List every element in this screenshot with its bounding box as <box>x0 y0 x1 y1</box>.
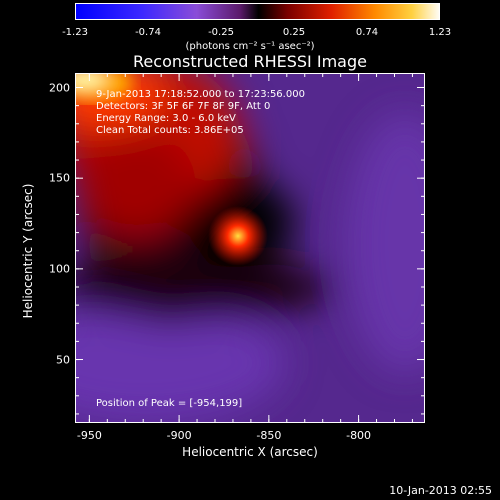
x-tick-label: -850 <box>256 429 282 442</box>
chart-title: Reconstructed RHESSI Image <box>133 52 367 71</box>
y-tick-label: 200 <box>49 81 70 94</box>
info-energy-range: Energy Range: 3.0 - 6.0 keV <box>96 113 236 124</box>
info-detectors: Detectors: 3F 5F 6F 7F 8F 9F, Att 0 <box>96 101 271 112</box>
colorbar-units: (photons cm⁻² s⁻¹ asec⁻²) <box>185 41 315 52</box>
bright-kernel <box>208 206 268 266</box>
x-tick-label: -950 <box>76 429 102 442</box>
colorbar-tick-label: 0.25 <box>282 27 306 38</box>
info-peak-position: Position of Peak = [-954,199] <box>96 398 243 409</box>
timestamp: 10-Jan-2013 02:55 <box>389 484 492 497</box>
x-tick-label: -900 <box>166 429 192 442</box>
colorbar <box>75 3 440 20</box>
y-tick-label: 150 <box>49 171 70 185</box>
colorbar-tick-label: -1.23 <box>62 27 88 38</box>
plot-frame <box>75 73 425 423</box>
y-axis-label: Heliocentric Y (arcsec) <box>21 183 35 319</box>
emission-layer <box>75 73 425 423</box>
colorbar-tick-label: -0.25 <box>208 27 234 38</box>
heatmap-image <box>75 73 425 423</box>
x-axis-label: Heliocentric X (arcsec) <box>182 445 318 459</box>
y-tick-label: 50 <box>56 353 70 367</box>
y-tick-label: 100 <box>49 262 70 276</box>
colorbar-tick-label: -0.74 <box>135 27 161 38</box>
info-clean-counts: Clean Total counts: 3.86E+05 <box>96 125 244 136</box>
colorbar-tick-label: 1.23 <box>428 27 452 38</box>
colorbar-tick-label: 0.74 <box>355 27 379 38</box>
x-tick-label: -800 <box>346 429 372 442</box>
info-time-range: 9-Jan-2013 17:18:52.000 to 17:23:56.000 <box>96 89 305 100</box>
